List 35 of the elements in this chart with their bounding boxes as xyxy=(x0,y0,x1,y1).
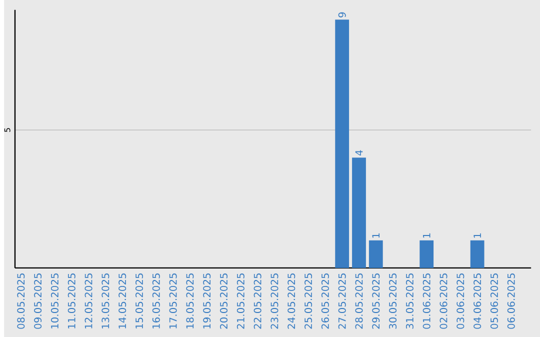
x-tick-label: 09.05.2025 xyxy=(34,273,42,329)
x-tick-label: 14.05.2025 xyxy=(118,273,126,328)
x-tick-label: 31.05.2025 xyxy=(406,273,414,328)
x-tick-label: 24.05.2025 xyxy=(288,273,296,329)
x-tick-label: 12.05.2025 xyxy=(84,273,92,328)
x-tick-label: 11.05.2025 xyxy=(68,273,76,328)
data-label: 1 xyxy=(423,233,430,238)
x-tick-label: 27.05.2025 xyxy=(338,273,346,329)
x-tick-label: 18.05.2025 xyxy=(186,273,194,328)
x-tick-label: 06.06.2025 xyxy=(507,273,515,329)
x-tick-label: 20.05.2025 xyxy=(220,273,228,329)
x-tick-label: 29.05.2025 xyxy=(372,273,380,329)
x-tick-label: 30.05.2025 xyxy=(389,273,397,328)
data-label: 9 xyxy=(338,12,346,18)
x-tick-label: 01.06.2025 xyxy=(422,273,430,329)
x-tick-label: 17.05.2025 xyxy=(169,273,177,328)
data-label: 1 xyxy=(372,233,380,238)
x-tick-label: 10.05.2025 xyxy=(50,273,58,328)
x-tick-label: 15.05.2025 xyxy=(135,273,143,328)
x-tick-label: 19.05.2025 xyxy=(203,273,211,328)
x-tick-label: 03.06.2025 xyxy=(456,273,464,329)
x-tick-label: 13.05.2025 xyxy=(102,273,110,328)
x-tick-label: 25.05.2025 xyxy=(304,273,312,329)
x-tick-label: 16.05.2025 xyxy=(152,273,160,328)
x-tick-label: 26.05.2025 xyxy=(321,273,329,329)
x-tick-label: 21.05.2025 xyxy=(236,273,244,329)
data-label: 4 xyxy=(355,150,363,156)
x-tick-label: 02.06.2025 xyxy=(440,273,448,329)
x-tick-label: 22.05.2025 xyxy=(254,273,262,329)
x-tick-label: 05.06.2025 xyxy=(490,273,498,329)
data-label: 1 xyxy=(474,233,481,238)
x-tick-label: 23.05.2025 xyxy=(270,273,278,329)
x-tick-label: 04.06.2025 xyxy=(474,273,482,329)
x-tick-label: 28.05.2025 xyxy=(355,273,363,329)
x-tick-label: 08.05.2025 xyxy=(17,273,25,329)
